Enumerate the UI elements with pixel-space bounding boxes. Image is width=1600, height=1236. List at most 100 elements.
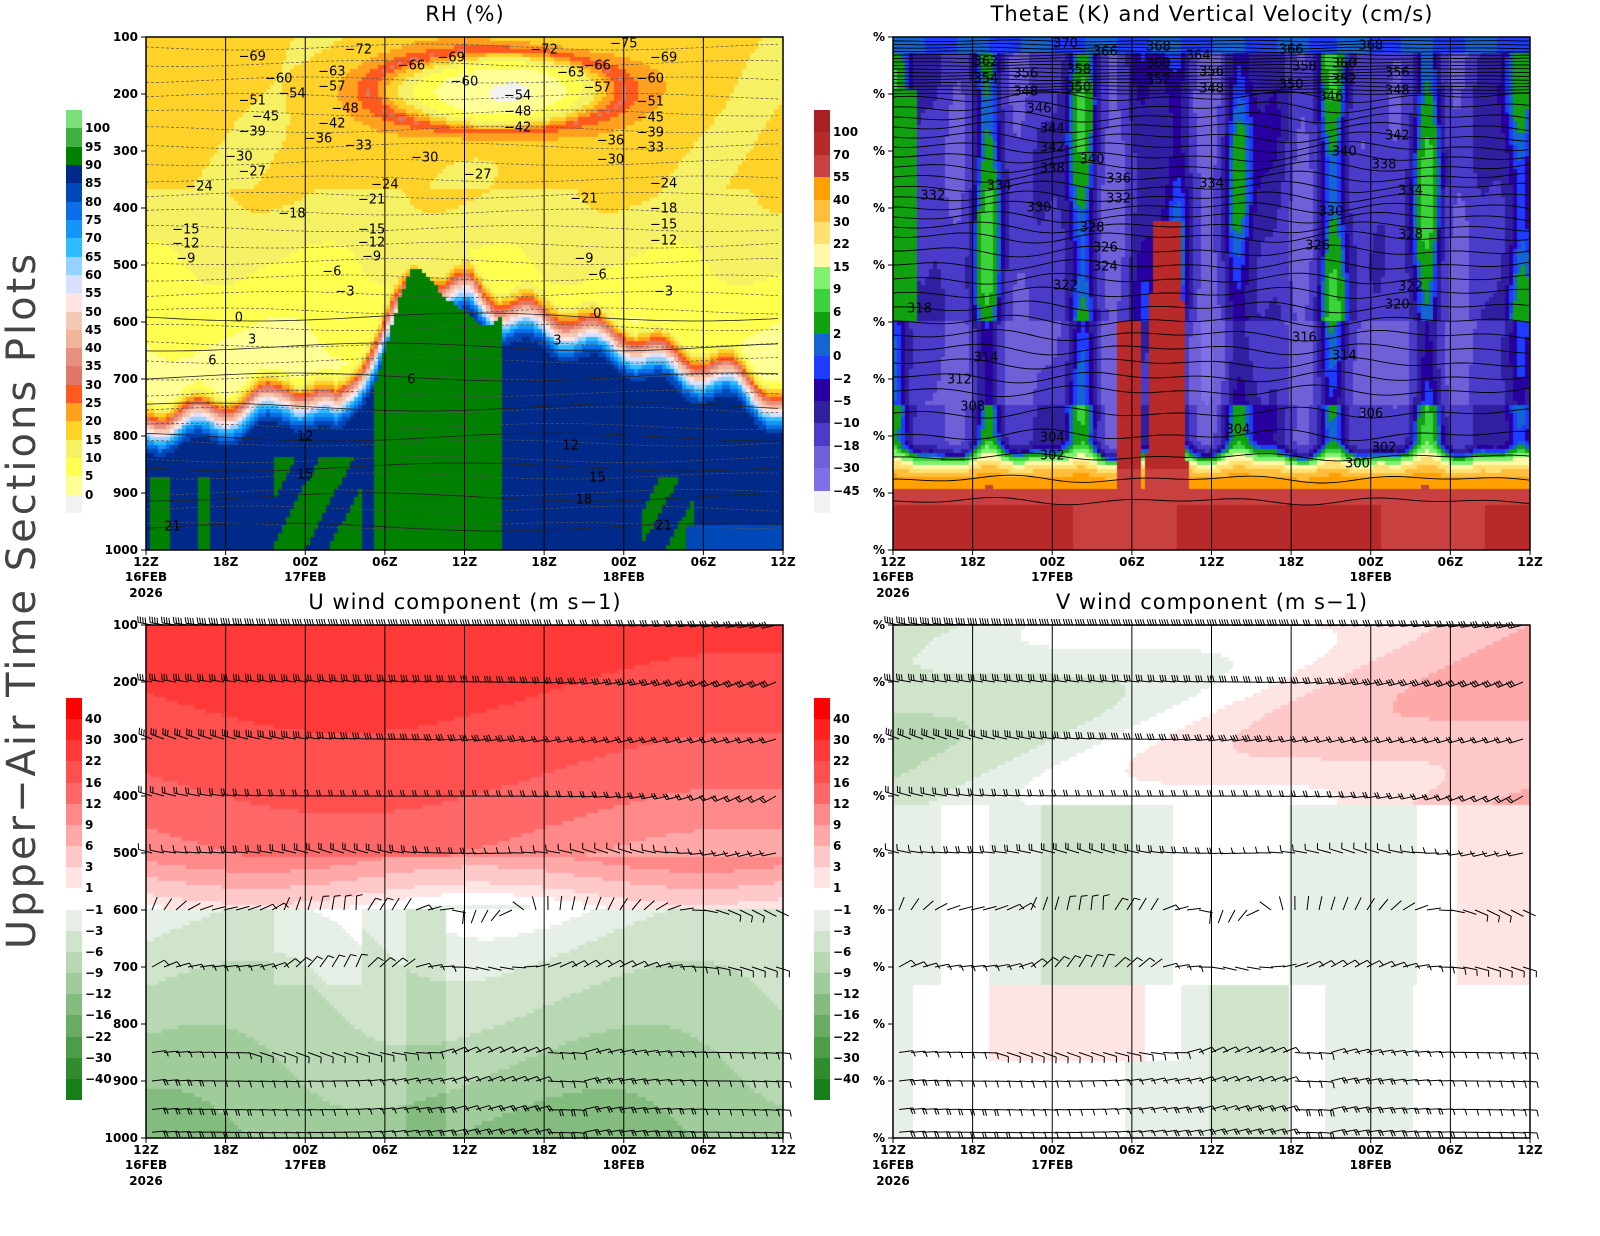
- wind-barb-feather: [395, 619, 399, 626]
- side-title: Upper−Air Time Sections Plots: [0, 250, 45, 950]
- rh-contour-label: −30: [596, 152, 625, 168]
- wind-barb-feather: [1080, 732, 1083, 739]
- wind-barb-feather: [1200, 1077, 1205, 1084]
- wind-barb-feather: [919, 845, 922, 852]
- wind-barb: [1126, 1052, 1141, 1056]
- wind-barb: [1426, 965, 1441, 968]
- wind-barb-feather: [1412, 679, 1417, 686]
- wind-barb-feather: [450, 1107, 455, 1114]
- wind-barb: [403, 1129, 418, 1133]
- wind-barb-feather: [606, 1106, 611, 1113]
- wind-barb: [283, 1080, 299, 1083]
- wind-barb-feather: [1413, 1108, 1418, 1115]
- wind-barb-feather: [1164, 675, 1167, 682]
- thetae-contour-label: 360: [1331, 56, 1357, 72]
- wind-barb-feather: [1536, 1132, 1539, 1140]
- rh-colorbar-label: 35: [85, 359, 102, 374]
- temperature-contour-dashed: [145, 76, 779, 84]
- wind-barb-feather: [309, 731, 312, 739]
- wind-barb-feather: [1171, 674, 1174, 682]
- wind-barb: [174, 851, 189, 854]
- wind-barb: [1318, 960, 1332, 968]
- wind-barb-feather: [603, 791, 607, 798]
- vwind-colorbar-label: −12: [833, 987, 860, 1002]
- wind-barb-feather: [1436, 736, 1441, 743]
- wind-barb-feather: [1185, 846, 1189, 854]
- wind-barb: [451, 1046, 466, 1053]
- thetae-contour-label: 368: [1358, 38, 1384, 54]
- wind-barb-feather: [271, 730, 274, 738]
- wind-barb-feather: [943, 787, 946, 794]
- wind-barb-feather: [344, 618, 348, 626]
- rh-contour-label: −9: [176, 251, 196, 267]
- wind-barb-feather: [605, 736, 610, 743]
- wind-barb-feather: [357, 732, 360, 739]
- uwind-x-tick: 12Z: [133, 1143, 159, 1157]
- wind-barb-feather: [545, 735, 550, 742]
- wind-barb-feather: [591, 791, 595, 798]
- wind-barb: [655, 902, 669, 911]
- wind-barb-feather: [1377, 1078, 1382, 1085]
- wind-barb-feather: [196, 787, 199, 794]
- wind-barb-feather: [1154, 619, 1158, 626]
- wind-barb-feather: [1400, 736, 1405, 743]
- wind-barb: [1282, 1046, 1297, 1053]
- uwind-colorbar-swatch: [66, 698, 82, 720]
- wind-barb-feather: [375, 897, 382, 901]
- wind-barb: [1329, 848, 1344, 854]
- wind-barb: [391, 1106, 406, 1110]
- wind-barb-feather: [945, 1108, 949, 1116]
- thetae-contour-label: 368: [1145, 39, 1171, 55]
- rh-contour-label: −45: [636, 110, 664, 126]
- wind-barb: [607, 959, 621, 968]
- thetae-contour-label: 342: [1039, 140, 1065, 156]
- thetae-contour-label: 350: [1066, 80, 1092, 96]
- wind-barb-feather: [960, 1131, 964, 1139]
- rh-colorbar-swatch: [66, 458, 82, 477]
- wind-barb-feather: [1462, 679, 1468, 686]
- wind-barb-feather: [1044, 1081, 1047, 1088]
- wind-barb: [439, 1048, 454, 1053]
- thetae-contour-label: 314: [1331, 348, 1357, 364]
- wind-barb-feather: [510, 790, 514, 797]
- wind-barb-feather: [1397, 793, 1402, 800]
- wind-barb-feather: [1122, 789, 1126, 797]
- wind-barb-feather: [234, 788, 238, 796]
- vwind-date-label: 18FEB: [1349, 1158, 1392, 1172]
- wind-barb-feather: [1457, 737, 1462, 744]
- wind-barb: [175, 962, 190, 968]
- wind-barb-feather: [308, 618, 312, 626]
- wind-barb: [427, 964, 442, 968]
- wind-barb: [1318, 896, 1323, 911]
- thetae-colorbar-label: 9: [833, 282, 842, 297]
- wind-barb-feather: [1068, 1081, 1071, 1088]
- wind-barb-feather: [261, 1081, 264, 1088]
- wind-barb-feather: [1022, 618, 1026, 625]
- wind-barb-feather: [354, 619, 358, 626]
- wind-barb: [534, 850, 549, 854]
- wind-barb-feather: [579, 791, 583, 798]
- wind-barb-feather: [237, 618, 240, 625]
- wind-barb-feather: [1030, 730, 1033, 738]
- wind-barb: [1186, 1048, 1201, 1053]
- wind-barb-feather: [969, 1109, 973, 1116]
- rh-colorbar-label: 5: [85, 469, 94, 484]
- wind-barb-feather: [199, 617, 202, 624]
- wind-barb: [1510, 1052, 1526, 1054]
- wind-barb: [1042, 1131, 1058, 1134]
- wind-barb-feather: [1134, 789, 1138, 797]
- rh-contour-label: −54: [503, 88, 532, 104]
- wind-barb-feather: [404, 733, 408, 740]
- wind-barb-feather: [919, 616, 922, 624]
- wind-barb: [1042, 1052, 1057, 1058]
- wind-barb: [970, 964, 985, 968]
- thetae-colorbar-swatch: [814, 154, 830, 178]
- wind-barb-feather: [753, 1081, 756, 1088]
- wind-barb: [667, 904, 682, 911]
- wind-barb-feather: [1411, 845, 1414, 853]
- wind-barb-feather: [1380, 1078, 1384, 1085]
- wind-barb-feather: [476, 734, 480, 741]
- rh-colorbar-label: 45: [85, 322, 102, 337]
- wind-barb-feather: [1218, 735, 1222, 742]
- wind-barb-feather: [162, 1131, 167, 1138]
